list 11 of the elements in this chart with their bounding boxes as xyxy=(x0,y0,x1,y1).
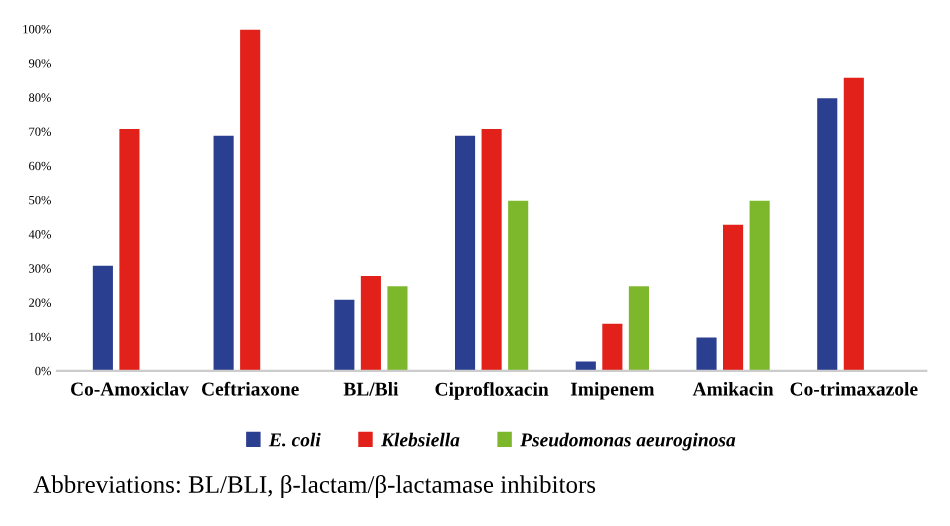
x-tick-label: Co-trimaxazole xyxy=(790,381,918,396)
x-tick-label: Imipenem xyxy=(570,381,655,400)
x-tick-label: Amikacin xyxy=(692,381,774,396)
legend-label: E. coli xyxy=(268,432,321,447)
x-tick-label: Ciprofloxacin xyxy=(435,381,549,400)
legend-label: Klebsiella xyxy=(380,432,460,447)
x-tick-label: BL/Bli xyxy=(343,381,399,396)
x-tick-label: Co-Amoxiclav xyxy=(70,381,189,396)
x-tick-label: Ceftriaxone xyxy=(201,381,299,396)
legend-label: Pseudomonas aeuroginosa xyxy=(520,432,736,451)
text: Abbreviations: BL/BLI, β-lactam/β-lactamase inhibitors xyxy=(33,475,596,499)
